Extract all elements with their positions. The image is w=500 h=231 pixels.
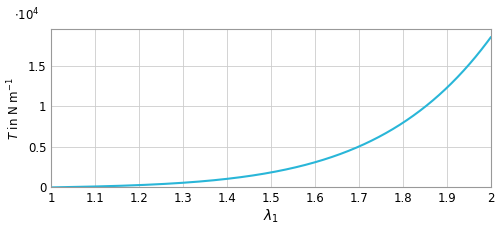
Y-axis label: $T$ in N m$^{-1}$: $T$ in N m$^{-1}$ <box>6 77 22 140</box>
Text: $\cdot10^4$: $\cdot10^4$ <box>14 6 40 23</box>
X-axis label: $\lambda_1$: $\lambda_1$ <box>263 208 279 225</box>
